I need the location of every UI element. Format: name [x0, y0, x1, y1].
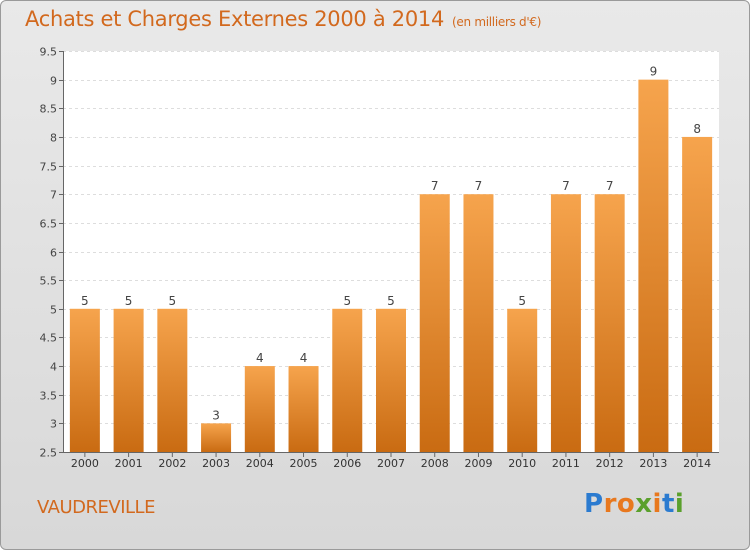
logo-letter: P [584, 489, 604, 519]
x-tick-label: 2014 [683, 457, 711, 470]
x-tick-label: 2011 [552, 457, 580, 470]
y-tick-label: 6.5 [40, 218, 58, 231]
x-tick-label: 2012 [596, 457, 624, 470]
bar [638, 79, 669, 453]
data-label: 5 [343, 294, 351, 308]
bar [463, 194, 494, 452]
bar [332, 308, 363, 452]
x-tick-label: 2008 [421, 457, 449, 470]
bar [244, 366, 275, 452]
data-label: 5 [169, 294, 177, 308]
data-label: 7 [606, 179, 614, 193]
y-tick-label: 3.5 [40, 390, 58, 403]
bar-labels: 5 5 5 3 4 4 5 5 7 7 5 7 7 9 8 [81, 65, 701, 423]
x-tick-label: 2003 [202, 457, 230, 470]
data-label: 7 [475, 179, 483, 193]
data-label: 5 [125, 294, 133, 308]
chart-title-text: Achats et Charges Externes 2000 à 2014 [25, 7, 445, 31]
y-tick-label: 7.5 [40, 161, 58, 174]
logo-letter: i [674, 489, 685, 519]
bar [682, 136, 713, 452]
bar [113, 308, 144, 452]
chart-title: Achats et Charges Externes 2000 à 2014 (e… [25, 7, 541, 31]
y-tick-label: 9 [50, 75, 57, 88]
y-tick-label: 4.5 [40, 332, 58, 345]
bar [157, 308, 188, 452]
x-tick-label: 2005 [290, 457, 318, 470]
y-tick-label: 2.5 [40, 447, 58, 460]
y-tick-label: 4 [50, 361, 57, 374]
bars [69, 79, 713, 453]
bar [419, 194, 450, 452]
proxiti-logo: Proxiti [584, 489, 684, 519]
bar [288, 366, 319, 452]
data-label: 8 [693, 122, 701, 136]
logo-letter: o [616, 489, 636, 519]
data-label: 7 [562, 179, 570, 193]
y-tick-label: 8 [50, 132, 57, 145]
x-tick-label: 2010 [508, 457, 536, 470]
y-tick-label: 7 [50, 189, 57, 202]
x-tick-label: 2002 [158, 457, 186, 470]
x-tick-label: 2001 [115, 457, 143, 470]
logo-letter: r [603, 489, 617, 519]
bar [69, 308, 100, 452]
bar [376, 308, 406, 452]
y-tick-label: 8.5 [40, 103, 58, 116]
data-label: 3 [212, 408, 220, 422]
bar [201, 423, 232, 452]
logo-letter: t [661, 489, 675, 519]
y-tick-label: 5 [50, 304, 57, 317]
y-tick-label: 6 [50, 247, 57, 260]
x-tick-label: 2007 [377, 457, 405, 470]
bar [550, 194, 581, 452]
x-tick-label: 2013 [639, 457, 667, 470]
y-tick-label: 5.5 [40, 275, 58, 288]
data-label: 4 [300, 351, 308, 365]
chart-subtitle: (en milliers d'€) [452, 15, 542, 29]
x-tick-label: 2009 [464, 457, 492, 470]
data-label: 9 [650, 65, 658, 79]
data-label: 7 [431, 179, 439, 193]
data-label: 5 [518, 294, 526, 308]
y-tick-label: 3 [50, 418, 57, 431]
data-label: 5 [387, 294, 395, 308]
place-name: VAUDREVILLE [37, 497, 155, 518]
x-tick-label: 2006 [333, 457, 361, 470]
data-label: 5 [81, 294, 89, 308]
data-label: 4 [256, 351, 264, 365]
axes: 2.5 3 3.5 4 4.5 5 5.5 6 6.5 7 7.5 8 8.5 9 9.5 2000 2001 2… [40, 46, 719, 470]
bar [507, 308, 538, 452]
x-tick-label: 2000 [71, 457, 99, 470]
logo-letter: i [652, 489, 662, 519]
logo-letter: x [635, 489, 653, 519]
x-tick-label: 2004 [246, 457, 274, 470]
bar [594, 194, 625, 452]
y-tick-label: 9.5 [40, 46, 58, 59]
